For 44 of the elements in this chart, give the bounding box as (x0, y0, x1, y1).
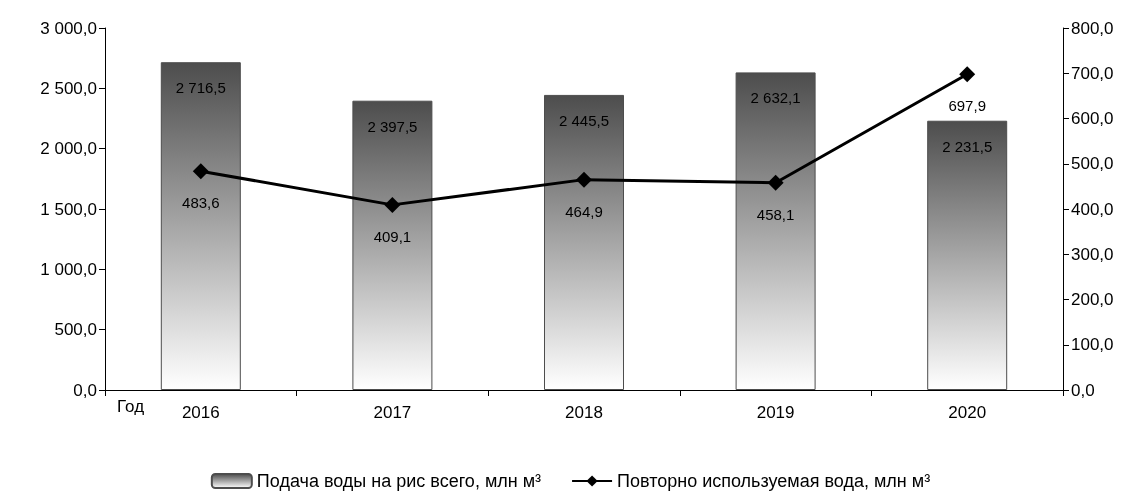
point (767, 174, 784, 191)
y-tick-label: 0,0 (73, 380, 97, 400)
y2-tick-label: 600,0 (1071, 109, 1114, 128)
y-tick-label: 2 000,0 (40, 139, 97, 159)
x-tick-label: 2016 (181, 403, 220, 422)
bar (927, 120, 1008, 390)
data-label: 409,1 (373, 227, 412, 245)
y2-tick-label: 700,0 (1071, 63, 1114, 83)
y2-tick-label: 100,0 (1071, 335, 1114, 355)
x-tick-label: 2017 (373, 403, 412, 422)
y2-tick-label: 200,0 (1071, 290, 1114, 309)
data-label: 2 716,5 (175, 79, 226, 97)
data-label: 2 397,5 (367, 117, 418, 135)
y-tick-label: 500,0 (54, 320, 97, 340)
data-label: 2 231,5 (942, 137, 993, 155)
legend-label: Подача воды на рис всего, млн м³ (256, 471, 542, 491)
point (959, 66, 976, 83)
data-label: 2 445,5 (558, 111, 610, 129)
x-tick-label: 2019 (756, 403, 795, 422)
x-tick-label: 2020 (948, 403, 987, 422)
y2-tick-label: 0,0 (1071, 380, 1095, 400)
y2-tick-label: 300,0 (1071, 244, 1114, 264)
data-label: 464,9 (565, 202, 603, 220)
data-label: 697,9 (948, 97, 986, 115)
bar (352, 100, 433, 390)
point (192, 163, 209, 180)
data-label: 2 632,1 (750, 89, 801, 107)
bar (160, 62, 241, 390)
point (576, 171, 592, 188)
bar (735, 72, 816, 390)
y-tick-label: 1 000,0 (40, 259, 97, 279)
legend-label: Повторно используемая вода, млн м³ (617, 471, 931, 491)
y-tick-label: 3 000,0 (40, 18, 97, 38)
y2-tick-label: 800,0 (1071, 18, 1114, 38)
data-label: 458,1 (756, 205, 795, 223)
data-label: 483,6 (182, 194, 220, 212)
y-tick-label: 2 500,0 (40, 78, 97, 98)
y2-tick-label: 500,0 (1071, 154, 1114, 174)
y2-tick-label: 400,0 (1071, 199, 1114, 219)
x-axis-title: Год (117, 397, 145, 416)
y-tick-label: 1 500,0 (40, 199, 97, 219)
point (384, 196, 401, 213)
x-tick-label: 2018 (565, 403, 603, 422)
bar (544, 94, 624, 390)
